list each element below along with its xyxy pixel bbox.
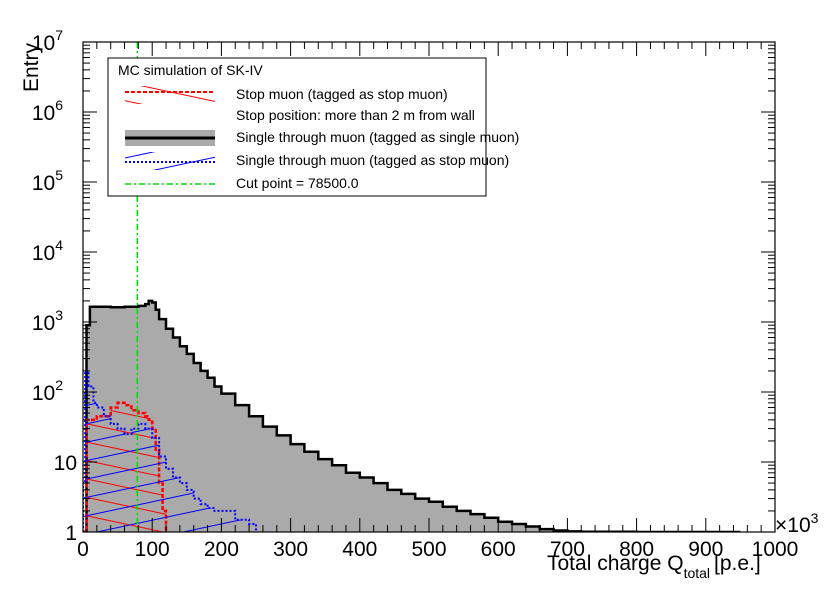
legend-box (107, 57, 487, 197)
y-tick-label: 107 (32, 27, 63, 55)
legend-label-single-muon: Single through muon (tagged as single mu… (236, 129, 519, 145)
legend-entry-single-as-stop: Single through muon (tagged as stop muon… (125, 152, 509, 170)
y-tick-label: 103 (32, 307, 63, 335)
x-tick-label: 800 (619, 538, 654, 561)
series-line-2 (83, 369, 257, 532)
legend-label-stop-position: Stop position: more than 2 m from wall (236, 107, 475, 123)
x-tick-label: 0 (77, 538, 89, 561)
x-tick-label: 400 (342, 538, 377, 561)
y-tick-label: 105 (32, 167, 63, 195)
legend-label-cut-point: Cut point = 78500.0 (236, 175, 359, 191)
y-tick-label: 104 (32, 237, 63, 265)
series-fill-2 (83, 370, 260, 532)
series-fill-0 (83, 300, 745, 532)
y-tick-label: 102 (32, 377, 63, 405)
y-axis-ticks: 1 10 102 103 104 105 106 107 (32, 27, 775, 545)
x-tick-label: 900 (688, 538, 723, 561)
legend-entry-stop-muon: Stop muon (tagged as stop muon) (125, 86, 448, 104)
legend-swatch-red-hatch (125, 86, 215, 104)
x-axis-subscript: total (684, 565, 710, 581)
x-tick-label: 100 (135, 538, 170, 561)
x-tick-label: 500 (411, 538, 446, 561)
x-multiplier: ×103 (775, 510, 819, 537)
x-tick-label: 200 (204, 538, 239, 561)
x-tick-label: 600 (481, 538, 516, 561)
x-tick-label: 700 (550, 538, 585, 561)
svg-text:Total charge Qtotal[p.e.]: Total charge Qtotal [p.e.] (547, 552, 761, 581)
y-axis-label: Entry (20, 42, 43, 92)
svg-text:×103: ×103 (775, 510, 819, 537)
legend-entry-cut-point: Cut point = 78500.0 (125, 175, 359, 191)
legend-label-single-as-stop: Single through muon (tagged as stop muon… (236, 152, 509, 168)
x-multiplier-base: ×10 (775, 514, 811, 537)
y-tick-label: 106 (32, 97, 63, 125)
legend-label-stop-muon: Stop muon (tagged as stop muon) (236, 86, 448, 102)
x-axis-unit: [p.e.] (714, 552, 761, 575)
y-tick-label: 10 (54, 452, 77, 475)
x-multiplier-exponent: 3 (811, 510, 819, 526)
series-layer (83, 299, 745, 532)
plot-area: 0 100 200 300 400 500 600 700 800 900 1000 1101021… (32, 27, 799, 561)
legend: MC simulation of SK-IV Stop muon (tagged… (107, 57, 519, 197)
x-tick-label: 300 (273, 538, 308, 561)
x-axis-title: Total charge Qtotal [p.e.] (547, 552, 761, 581)
x-tick-label: 1000 (752, 538, 799, 561)
x-axis-ticks: 0 100 200 300 400 500 600 700 800 900 1000 (77, 42, 798, 561)
y-tick-label: 1 (65, 522, 77, 545)
x-axis-label: Total charge Q (547, 552, 684, 575)
legend-header: MC simulation of SK-IV (118, 62, 263, 78)
legend-entry-single-muon: Single through muon (tagged as single mu… (125, 129, 519, 146)
